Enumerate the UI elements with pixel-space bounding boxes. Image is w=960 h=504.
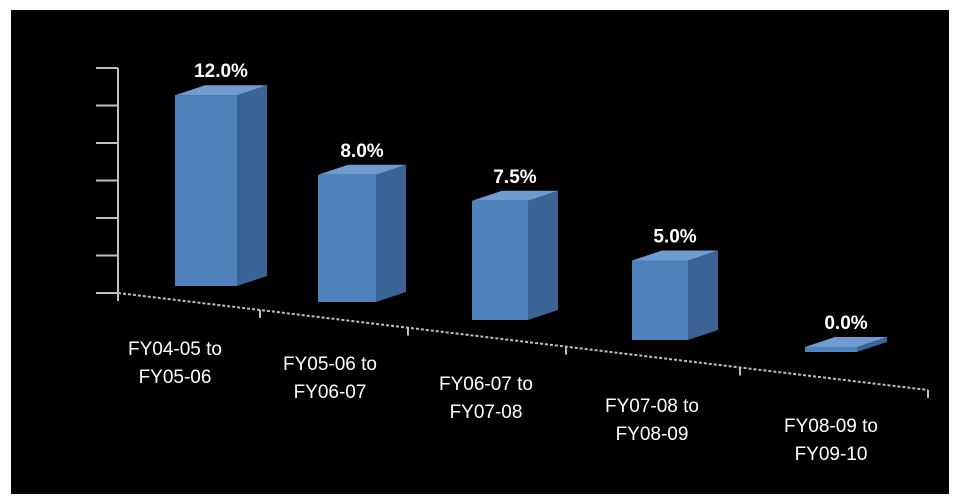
x-tick-label: FY04-05 to FY05-06 [128, 339, 222, 388]
data-label: 5.0% [653, 227, 696, 248]
bar [805, 337, 887, 352]
bar-side-face [857, 337, 887, 352]
bar [472, 190, 558, 320]
bar-side-face [237, 85, 267, 286]
bar-front-face [472, 200, 528, 320]
x-tick-label: FY05-06 to FY06-07 [283, 354, 377, 403]
bar-front-face [318, 174, 376, 302]
data-label: 8.0% [340, 141, 383, 162]
bar-side-face [688, 250, 718, 340]
x-tick-label: FY08-09 to FY09-10 [784, 416, 878, 465]
x-axis-line [117, 292, 929, 391]
bar-top-face [318, 164, 406, 175]
data-label: 0.0% [824, 313, 867, 334]
bar-front-face [632, 260, 688, 340]
axes [96, 67, 929, 398]
data-label: 12.0% [194, 61, 248, 82]
data-label: 7.5% [493, 167, 536, 188]
bar-front-face [805, 347, 857, 352]
bar-side-face [528, 190, 558, 320]
bar-top-face [175, 85, 267, 96]
bar [175, 85, 267, 286]
bars [175, 85, 887, 352]
labels: 12.0% 8.0% 7.5% 5.0% 0.0% FY04-05 to FY05-06 FY… [128, 61, 878, 465]
bar-top-face [632, 250, 718, 261]
bar-top-face [472, 190, 558, 201]
bar [632, 250, 718, 340]
bar-top-face [805, 337, 887, 347]
bar [318, 164, 406, 302]
x-tick-label: FY07-08 to FY08-09 [605, 396, 699, 445]
bar-front-face [175, 95, 237, 286]
x-tick-label: FY06-07 to FY07-08 [439, 374, 533, 423]
bar-side-face [376, 164, 406, 302]
